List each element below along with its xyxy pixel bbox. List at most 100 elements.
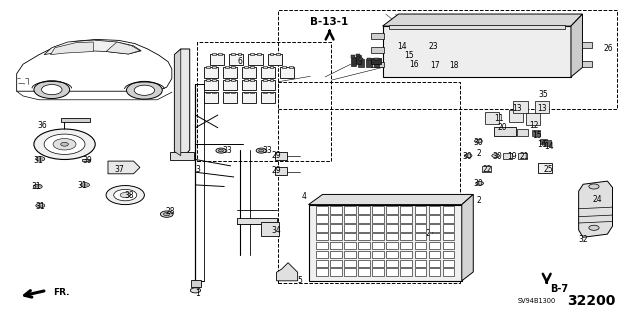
- Text: 36: 36: [37, 121, 47, 130]
- Bar: [387, 233, 398, 241]
- Bar: [261, 93, 275, 103]
- Circle shape: [589, 225, 599, 230]
- Bar: [344, 269, 356, 276]
- Text: 31: 31: [35, 202, 45, 211]
- Bar: [532, 130, 540, 136]
- Bar: [83, 159, 90, 161]
- Bar: [275, 167, 287, 175]
- Bar: [582, 61, 592, 67]
- Circle shape: [164, 212, 170, 216]
- Bar: [61, 118, 90, 122]
- Bar: [358, 251, 370, 258]
- Bar: [387, 224, 398, 232]
- Bar: [344, 224, 356, 232]
- Circle shape: [476, 182, 483, 185]
- Bar: [231, 92, 235, 93]
- Text: 33: 33: [223, 146, 232, 155]
- Bar: [401, 206, 412, 214]
- Bar: [210, 54, 224, 65]
- Bar: [356, 55, 361, 64]
- Bar: [225, 79, 228, 81]
- Bar: [261, 80, 275, 90]
- Bar: [218, 53, 222, 55]
- Bar: [330, 269, 342, 276]
- Bar: [330, 251, 342, 258]
- Bar: [415, 224, 426, 232]
- Text: 29: 29: [272, 166, 282, 175]
- Bar: [387, 251, 398, 258]
- Bar: [351, 55, 355, 57]
- Bar: [330, 215, 342, 223]
- Text: 29: 29: [272, 151, 282, 160]
- Text: 5: 5: [297, 276, 302, 285]
- Polygon shape: [106, 42, 140, 54]
- Bar: [443, 269, 454, 276]
- Bar: [371, 33, 384, 39]
- Polygon shape: [174, 49, 189, 156]
- Bar: [358, 260, 370, 267]
- Bar: [225, 92, 228, 93]
- Text: 4: 4: [301, 191, 307, 201]
- Bar: [534, 101, 548, 114]
- Bar: [374, 58, 379, 60]
- Bar: [358, 59, 364, 67]
- Bar: [316, 233, 328, 241]
- Bar: [371, 48, 384, 53]
- Text: 2: 2: [476, 196, 481, 205]
- Bar: [372, 233, 384, 241]
- Text: 32: 32: [579, 235, 588, 244]
- Circle shape: [492, 154, 499, 158]
- Text: 15: 15: [532, 131, 542, 140]
- Text: 30: 30: [474, 137, 483, 146]
- Bar: [372, 269, 384, 276]
- Circle shape: [120, 193, 131, 197]
- Bar: [429, 260, 440, 267]
- Bar: [482, 167, 491, 172]
- Bar: [415, 251, 426, 258]
- Bar: [429, 242, 440, 249]
- Circle shape: [53, 138, 76, 150]
- Text: B-7: B-7: [550, 284, 568, 294]
- Circle shape: [36, 157, 45, 161]
- Bar: [170, 152, 194, 160]
- Bar: [372, 215, 384, 223]
- Bar: [330, 233, 342, 241]
- Bar: [244, 79, 248, 81]
- Bar: [443, 206, 454, 214]
- Text: 30: 30: [462, 152, 472, 161]
- Bar: [330, 242, 342, 249]
- Bar: [401, 224, 412, 232]
- Bar: [513, 101, 527, 114]
- Bar: [344, 215, 356, 223]
- Bar: [223, 93, 237, 103]
- Bar: [415, 242, 426, 249]
- Text: 11: 11: [494, 114, 504, 123]
- Bar: [401, 233, 412, 241]
- Bar: [415, 206, 426, 214]
- Bar: [358, 206, 370, 214]
- Bar: [509, 110, 523, 122]
- Bar: [269, 66, 273, 68]
- Polygon shape: [462, 195, 473, 281]
- Text: 13: 13: [512, 104, 522, 113]
- Text: 19: 19: [507, 152, 516, 161]
- Text: 31: 31: [31, 182, 40, 191]
- Text: 26: 26: [604, 44, 614, 54]
- Bar: [443, 215, 454, 223]
- Bar: [248, 54, 262, 65]
- Bar: [269, 53, 273, 55]
- Text: 35: 35: [539, 90, 548, 99]
- Circle shape: [44, 134, 85, 154]
- Bar: [540, 138, 547, 144]
- Bar: [429, 206, 440, 214]
- Bar: [269, 92, 273, 93]
- Text: SV94B1300: SV94B1300: [518, 298, 556, 304]
- Text: 37: 37: [114, 165, 124, 174]
- Text: 34: 34: [272, 226, 282, 234]
- Bar: [538, 163, 552, 173]
- Bar: [366, 59, 372, 67]
- Bar: [372, 251, 384, 258]
- Bar: [415, 269, 426, 276]
- Bar: [263, 79, 267, 81]
- Bar: [197, 42, 332, 161]
